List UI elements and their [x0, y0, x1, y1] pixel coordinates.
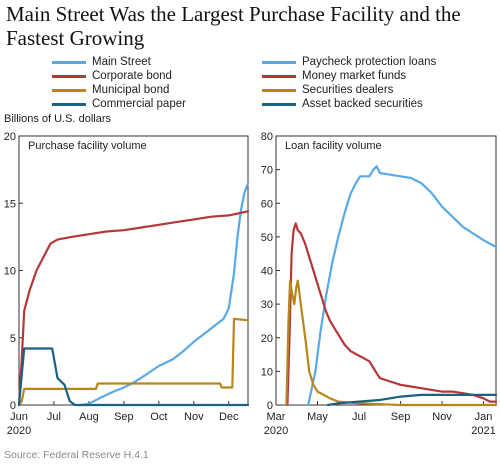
- legend-label: Securities dealers: [302, 84, 394, 96]
- y-tick-label: 40: [261, 266, 273, 278]
- chart-title: Main Street Was the Largest Purchase Fac…: [6, 2, 461, 50]
- x-tick-label: Nov: [184, 411, 204, 423]
- x-tick-label: Sep: [391, 411, 411, 423]
- y-tick-label: 70: [261, 165, 273, 177]
- legend-label: Corporate bond: [92, 70, 172, 82]
- x-tick-year-label: 2021: [471, 425, 495, 437]
- x-tick-label: Jul: [352, 411, 366, 423]
- units-label: Billions of U.S. dollars: [4, 113, 111, 125]
- legend-left: Main Street Corporate bond Municipal bond C…: [52, 55, 186, 111]
- y-tick-label: 0: [267, 400, 273, 412]
- y-tick-label: 20: [261, 333, 273, 345]
- legend-label: Commercial paper: [92, 98, 186, 110]
- legend-swatch: [52, 74, 86, 78]
- y-tick-label: 80: [261, 131, 273, 143]
- x-tick-label: Aug: [79, 411, 99, 423]
- legend-swatch: [262, 74, 296, 78]
- plot-frame: [18, 135, 249, 406]
- legend-item: Municipal bond: [52, 83, 186, 97]
- y-tick-label: 10: [261, 366, 273, 378]
- x-tick-label: Jul: [47, 411, 61, 423]
- source-note: Source: Federal Reserve H.4.1: [4, 449, 149, 461]
- legend-item: Commercial paper: [52, 97, 186, 111]
- series-line: [307, 165, 498, 407]
- series-line: [17, 210, 250, 407]
- legend-swatch: [262, 102, 296, 106]
- x-tick-label: May: [307, 411, 328, 423]
- panel-title: Loan facility volume: [285, 140, 382, 152]
- x-tick-label: Sep: [114, 411, 134, 423]
- legend-item: Paycheck protection loans: [262, 55, 436, 69]
- series-line: [17, 317, 250, 407]
- y-tick-label: 50: [261, 232, 273, 244]
- series-line: [17, 347, 250, 407]
- y-tick-label: 5: [10, 333, 16, 345]
- x-tick-label: Dec: [219, 411, 239, 423]
- x-tick-label: Mar: [267, 411, 286, 423]
- series-line: [286, 222, 498, 407]
- legend-item: Corporate bond: [52, 69, 186, 83]
- legend-swatch: [262, 88, 296, 92]
- legend-swatch: [262, 60, 296, 64]
- legend-swatch: [52, 60, 86, 64]
- y-tick-label: 15: [4, 198, 16, 210]
- legend-swatch: [52, 88, 86, 92]
- x-tick-label: Oct: [150, 411, 167, 423]
- legend-label: Money market funds: [302, 70, 407, 82]
- y-tick-label: 0: [10, 400, 16, 412]
- series-line: [285, 279, 498, 407]
- legend-label: Asset backed securities: [302, 98, 423, 110]
- y-tick-label: 10: [4, 266, 16, 278]
- legend-item: Main Street: [52, 55, 186, 69]
- panel-title: Purchase facility volume: [28, 140, 147, 152]
- x-tick-year-label: 2020: [264, 425, 288, 437]
- legend-item: Securities dealers: [262, 83, 436, 97]
- series-line: [80, 182, 250, 407]
- legend-item: Money market funds: [262, 69, 436, 83]
- y-tick-label: 30: [261, 299, 273, 311]
- legend-label: Main Street: [92, 56, 151, 68]
- legend-swatch: [52, 102, 86, 106]
- x-tick-label: Jan: [475, 411, 493, 423]
- x-tick-year-label: 2020: [7, 425, 31, 437]
- legend-label: Paycheck protection loans: [302, 56, 437, 68]
- y-tick-label: 60: [261, 198, 273, 210]
- legend-right: Paycheck protection loans Money market fu…: [262, 55, 436, 111]
- legend-label: Municipal bond: [92, 84, 170, 96]
- x-tick-label: Jun: [10, 411, 28, 423]
- legend-item: Asset backed securities: [262, 97, 436, 111]
- series-line: [326, 393, 498, 407]
- x-tick-label: Nov: [432, 411, 452, 423]
- y-tick-label: 20: [4, 131, 16, 143]
